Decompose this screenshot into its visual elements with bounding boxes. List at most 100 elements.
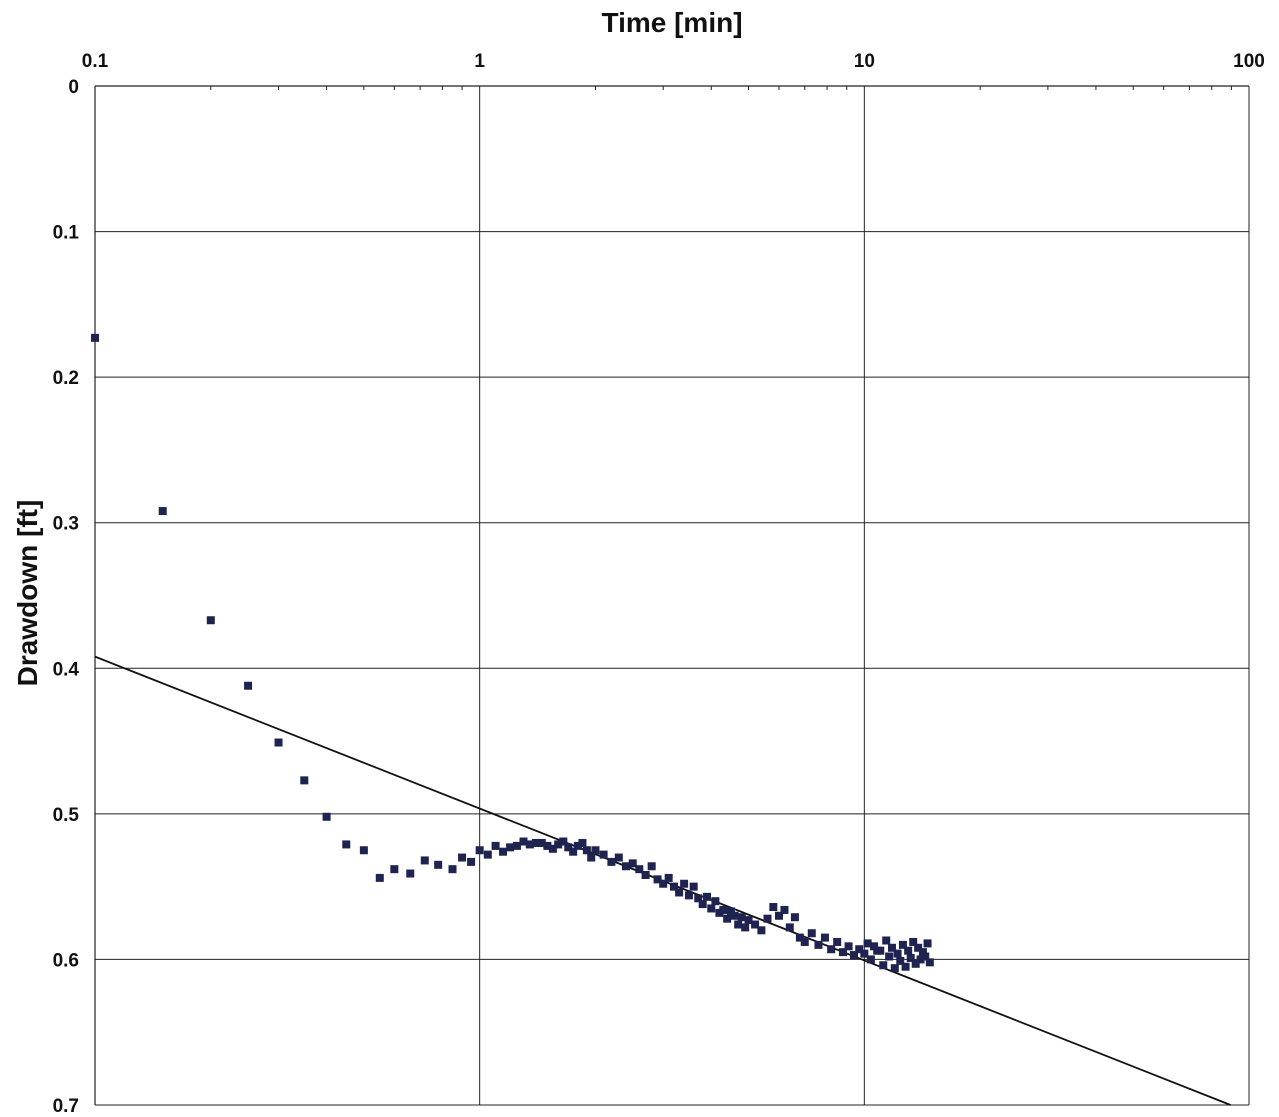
- data-point: [896, 956, 905, 965]
- data-point: [548, 844, 557, 853]
- data-point: [751, 920, 760, 929]
- data-point: [653, 875, 662, 884]
- y-tick-label: 0.4: [53, 659, 80, 680]
- data-point: [855, 945, 864, 954]
- data-point: [641, 870, 650, 879]
- data-point: [838, 948, 847, 957]
- data-point: [774, 911, 783, 920]
- data-point: [519, 837, 528, 846]
- data-point: [741, 923, 750, 932]
- data-point: [300, 776, 309, 785]
- data-point: [420, 856, 429, 865]
- data-point: [491, 841, 500, 850]
- data-point: [800, 937, 809, 946]
- x-axis-title: Time [min]: [601, 7, 742, 38]
- data-point: [882, 936, 891, 945]
- data-point: [911, 959, 920, 968]
- data-point: [890, 964, 899, 973]
- data-point: [587, 853, 596, 862]
- data-point: [769, 903, 778, 912]
- data-point: [543, 841, 552, 850]
- data-point: [885, 952, 894, 961]
- data-point: [734, 920, 743, 929]
- data-point: [582, 846, 591, 855]
- data-point: [458, 853, 467, 862]
- data-point: [904, 946, 913, 955]
- data-point: [274, 738, 283, 747]
- data-point: [723, 914, 732, 923]
- y-tick-label: 0.6: [53, 950, 79, 971]
- data-point: [434, 860, 443, 869]
- data-point: [564, 843, 573, 852]
- y-tick-label: 0.2: [53, 368, 79, 389]
- data-point: [621, 862, 630, 871]
- data-point: [675, 888, 684, 897]
- x-tick-label: 100: [1233, 51, 1265, 72]
- data-point: [635, 865, 644, 874]
- data-point: [863, 939, 872, 948]
- data-point: [860, 949, 869, 958]
- data-point: [680, 879, 689, 888]
- data-point: [914, 943, 923, 952]
- data-point: [703, 892, 712, 901]
- data-point: [483, 850, 492, 859]
- data-point: [807, 929, 816, 938]
- y-tick-label: 0: [68, 77, 79, 98]
- data-point: [909, 937, 918, 946]
- y-tick-label: 0.1: [53, 223, 80, 244]
- data-point: [763, 914, 772, 923]
- data-point: [726, 907, 735, 916]
- data-point: [531, 838, 540, 847]
- data-point: [359, 846, 368, 855]
- data-point: [406, 869, 415, 878]
- data-point: [795, 933, 804, 942]
- data-point: [448, 865, 457, 874]
- data-point: [525, 840, 534, 849]
- data-point: [244, 681, 253, 690]
- data-point: [921, 952, 930, 961]
- data-point: [785, 923, 794, 932]
- data-point: [467, 857, 476, 866]
- data-point: [591, 846, 600, 855]
- grid-lines: [94, 85, 1250, 1106]
- data-point: [906, 953, 915, 962]
- data-point: [475, 846, 484, 855]
- data-point: [684, 891, 693, 900]
- x-tick-label: 0.1: [82, 51, 109, 72]
- data-point: [322, 812, 331, 821]
- data-point: [599, 850, 608, 859]
- data-point: [554, 840, 563, 849]
- data-point: [664, 873, 673, 882]
- data-points: [91, 333, 934, 973]
- data-point: [866, 955, 875, 964]
- data-point: [390, 865, 399, 874]
- data-point: [559, 837, 568, 846]
- data-point: [844, 942, 853, 951]
- data-point: [711, 897, 720, 906]
- data-point: [573, 841, 582, 850]
- data-point: [757, 926, 766, 935]
- data-point: [876, 946, 885, 955]
- data-point: [780, 905, 789, 914]
- y-tick-label: 0.5: [53, 805, 80, 826]
- data-point: [659, 879, 668, 888]
- x-tick-label: 1: [474, 51, 485, 72]
- data-point: [375, 873, 384, 882]
- y-tick-label: 0.7: [53, 1096, 79, 1117]
- data-point: [158, 507, 167, 516]
- data-point: [827, 945, 836, 954]
- data-point: [887, 943, 896, 952]
- data-point: [206, 616, 215, 625]
- data-point: [730, 911, 739, 920]
- data-point: [833, 937, 842, 946]
- data-point: [901, 962, 910, 971]
- data-point: [849, 951, 858, 960]
- data-point: [614, 853, 623, 862]
- data-point: [916, 955, 925, 964]
- data-point: [628, 859, 637, 868]
- data-point: [898, 940, 907, 949]
- data-point: [719, 905, 728, 914]
- data-point: [689, 882, 698, 891]
- y-tick-label: 0.3: [53, 514, 79, 535]
